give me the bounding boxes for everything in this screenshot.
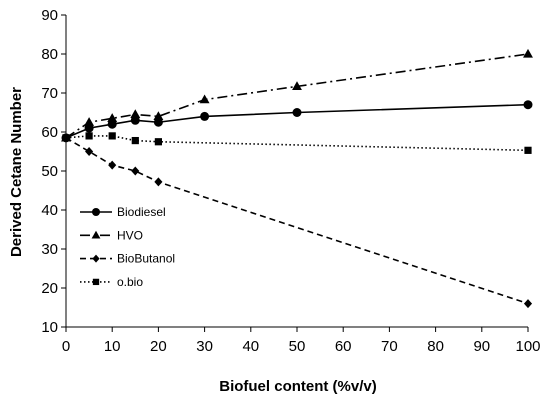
y-axis-title: Derived Cetane Number bbox=[8, 87, 25, 257]
x-tick-label: 10 bbox=[104, 338, 121, 355]
data-point-o-bio bbox=[131, 136, 139, 145]
data-point-biodiesel bbox=[523, 100, 533, 110]
data-point-biobutanol bbox=[85, 147, 94, 156]
legend-marker-biobutanol bbox=[92, 254, 100, 263]
data-point-biobutanol bbox=[154, 177, 163, 187]
x-axis-title: Biofuel content (%v/v) bbox=[219, 378, 377, 395]
data-point-hvo bbox=[199, 94, 210, 104]
data-point-biodiesel bbox=[84, 123, 94, 133]
y-tick-label: 60 bbox=[41, 124, 58, 141]
y-tick-label: 30 bbox=[41, 241, 58, 258]
y-tick-label: 10 bbox=[41, 319, 58, 336]
data-point-hvo bbox=[292, 81, 302, 90]
x-tick-label: 60 bbox=[335, 338, 352, 355]
x-tick-label: 40 bbox=[242, 338, 259, 355]
data-point-hvo bbox=[107, 113, 118, 122]
data-point-biodiesel bbox=[200, 111, 210, 121]
x-tick-label: 20 bbox=[150, 338, 167, 355]
series-line-biobutanol bbox=[65, 137, 529, 305]
data-point-hvo bbox=[523, 48, 533, 58]
legend-marker-biodiesel bbox=[92, 208, 100, 216]
legend-label-o-bio: o.bio bbox=[117, 275, 143, 289]
legend-label-biobutanol: BioButanol bbox=[117, 252, 175, 266]
legend-label-hvo: HVO bbox=[117, 228, 143, 242]
data-point-o-bio bbox=[62, 134, 70, 142]
data-point-o-bio bbox=[524, 146, 532, 154]
y-tick-label: 50 bbox=[41, 163, 58, 180]
data-point-hvo bbox=[84, 117, 95, 126]
data-point-biodiesel bbox=[292, 108, 302, 117]
data-point-biobutanol bbox=[108, 160, 117, 170]
y-tick-label: 90 bbox=[41, 7, 58, 24]
y-tick-label: 40 bbox=[41, 202, 58, 219]
legend: Biodiesel HVO BioButanol o.bio bbox=[80, 205, 175, 289]
x-tick-label: 80 bbox=[427, 338, 444, 355]
data-point-hvo bbox=[130, 109, 141, 119]
legend-marker-hvo bbox=[91, 230, 101, 239]
x-tick-label: 100 bbox=[515, 338, 540, 355]
data-point-biobutanol bbox=[131, 166, 140, 176]
legend-marker-o-bio bbox=[92, 278, 100, 286]
data-point-hvo bbox=[153, 111, 164, 120]
x-tick-label: 30 bbox=[196, 338, 213, 355]
plot-area bbox=[61, 48, 533, 309]
data-point-biobutanol bbox=[523, 299, 533, 309]
y-tick-label: 70 bbox=[41, 85, 58, 102]
y-tick-label: 80 bbox=[41, 46, 58, 63]
legend-label-biodiesel: Biodiesel bbox=[117, 205, 166, 219]
y-tick-label: 20 bbox=[41, 280, 58, 297]
series-line-hvo bbox=[65, 53, 529, 139]
data-point-o-bio bbox=[85, 132, 93, 140]
x-tick-label: 0 bbox=[62, 338, 70, 355]
x-tick-label: 50 bbox=[289, 338, 306, 355]
data-point-o-bio bbox=[154, 138, 162, 146]
x-tick-label: 90 bbox=[473, 338, 490, 355]
x-tick-label: 70 bbox=[381, 338, 398, 355]
data-point-o-bio bbox=[108, 132, 116, 140]
